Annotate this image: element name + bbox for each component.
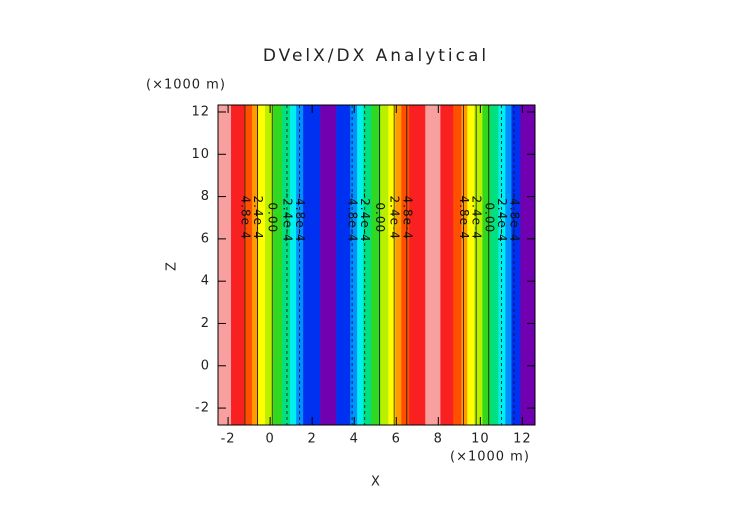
color-band (303, 105, 321, 425)
color-band (252, 105, 259, 425)
color-band (482, 105, 491, 425)
x-tick-label: 12 (513, 432, 532, 447)
y-tick-label: 12 (191, 104, 210, 119)
x-tick-label: -2 (221, 432, 236, 447)
contour-label: -4.8e-4 (293, 193, 307, 243)
color-band (265, 105, 274, 425)
color-band (290, 105, 297, 425)
x-tick-label: 8 (434, 432, 443, 447)
x-tick-label: 6 (392, 432, 401, 447)
color-band (425, 105, 441, 425)
contour-label: 0.00 (266, 202, 280, 233)
color-band (357, 105, 364, 425)
x-tick-label: 2 (308, 432, 317, 447)
color-band (490, 105, 499, 425)
color-band (409, 105, 426, 425)
color-band (461, 105, 468, 425)
y-tick-label: -2 (195, 401, 210, 416)
color-band (401, 105, 410, 425)
color-band (467, 105, 475, 425)
color-band (388, 105, 396, 425)
color-band (380, 105, 389, 425)
color-band (244, 105, 253, 425)
color-band (505, 105, 512, 425)
y-unit: (×1000 m) (146, 78, 226, 93)
color-band (440, 105, 454, 425)
color-band (282, 105, 291, 425)
contour-label: -2.4e-4 (495, 193, 509, 243)
y-axis-label: Z (165, 261, 180, 271)
color-band (218, 105, 232, 425)
contour-label: -2.4e-4 (358, 193, 372, 243)
contour-label: 0.00 (482, 202, 496, 233)
color-band (371, 105, 381, 425)
contour-label: -4.8e-4 (507, 193, 521, 243)
contour-label: 2.4e-4 (388, 196, 402, 240)
contour-label: 2.4e-4 (470, 196, 484, 240)
color-band (273, 105, 283, 425)
x-tick-label: 4 (350, 432, 359, 447)
color-band (498, 105, 506, 425)
contour-label: 4.8e-4 (238, 196, 252, 240)
x-axis-label: X (371, 475, 381, 490)
color-band (453, 105, 462, 425)
contour-label: 2.4e-4 (251, 196, 265, 240)
color-band (231, 105, 245, 425)
y-tick-label: 6 (201, 231, 210, 246)
y-tick-label: 0 (201, 358, 210, 373)
color-band (474, 105, 483, 425)
plot-frame (217, 104, 536, 426)
color-band (258, 105, 266, 425)
color-band (395, 105, 402, 425)
contour-label: -4.8e-4 (346, 193, 360, 243)
contour-label: 4.8e-4 (457, 196, 471, 240)
x-tick-label: 10 (471, 432, 490, 447)
x-tick-label: 0 (265, 432, 274, 447)
contour-label: 0.00 (373, 202, 387, 233)
contour-label: 4.8e-4 (400, 196, 414, 240)
color-band (296, 105, 304, 425)
y-tick-label: 4 (201, 274, 210, 289)
color-band (511, 105, 521, 425)
color-band (520, 105, 536, 425)
color-band (350, 105, 358, 425)
chart-title: DVelX/DX Analytical (263, 46, 489, 66)
x-unit: (×1000 m) (450, 450, 530, 465)
contour-label: -2.4e-4 (280, 193, 294, 243)
y-tick-label: 10 (191, 147, 210, 162)
color-band (336, 105, 351, 425)
color-band (320, 105, 337, 425)
y-tick-label: 2 (201, 316, 210, 331)
color-band (363, 105, 372, 425)
y-tick-label: 8 (201, 189, 210, 204)
